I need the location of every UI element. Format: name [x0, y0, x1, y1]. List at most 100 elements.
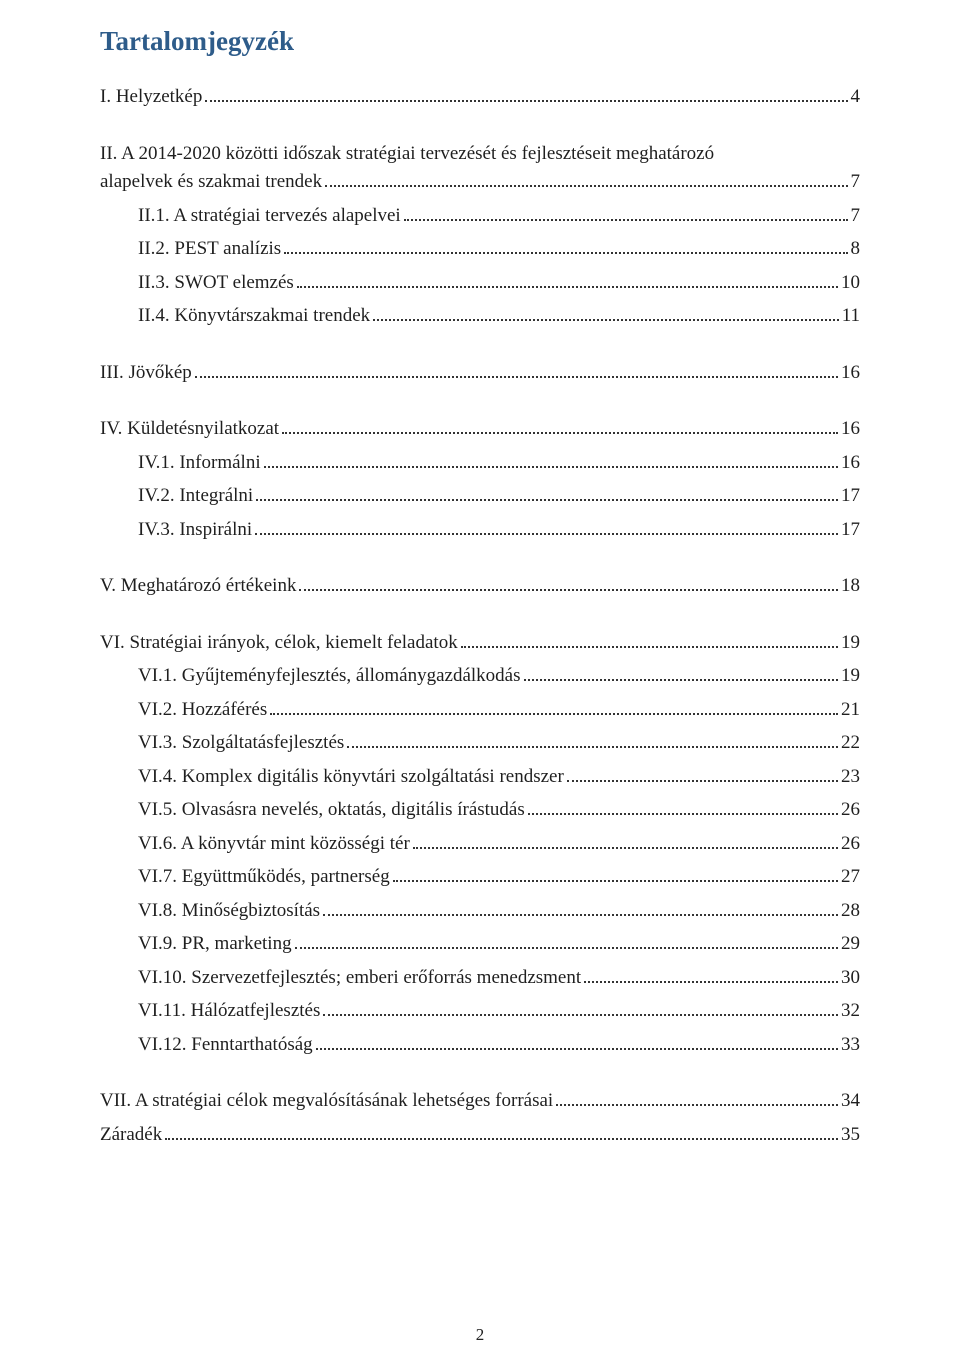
- toc-label-line: II. A 2014-2020 közötti időszak stratégi…: [100, 140, 860, 169]
- toc-entry[interactable]: VI.3. Szolgáltatásfejlesztés 22: [138, 729, 860, 758]
- toc-leader-dots: [255, 517, 838, 534]
- toc-leader-dots: [297, 270, 838, 287]
- toc-label: VII. A stratégiai célok megvalósításának…: [100, 1087, 553, 1116]
- toc-entry[interactable]: VI.7. Együttműködés, partnerség 27: [138, 863, 860, 892]
- toc-label-line: alapelvek és szakmai trendek 7: [100, 168, 860, 197]
- toc-entry[interactable]: Záradék 35: [100, 1121, 860, 1150]
- toc-page-number: 4: [851, 83, 861, 112]
- toc-page-number: 22: [841, 729, 860, 758]
- toc-label: VI.3. Szolgáltatásfejlesztés: [138, 729, 344, 758]
- toc-leader-dots: [316, 1032, 838, 1049]
- toc-entry[interactable]: I. Helyzetkép 4: [100, 83, 860, 112]
- toc-entry[interactable]: VI.11. Hálózatfejlesztés 32: [138, 997, 860, 1026]
- toc-label: VI.9. PR, marketing: [138, 930, 292, 959]
- toc-entry[interactable]: VI.5. Olvasásra nevelés, oktatás, digitá…: [138, 796, 860, 825]
- toc-page-number: 29: [841, 930, 860, 959]
- toc-label: VI.2. Hozzáférés: [138, 696, 267, 725]
- toc-page-number: 35: [841, 1121, 860, 1150]
- toc-page-number: 16: [841, 415, 860, 444]
- toc-entry[interactable]: II.4. Könyvtárszakmai trendek 11: [138, 302, 860, 331]
- toc-body: I. Helyzetkép 4 II. A 2014-2020 közötti i…: [100, 83, 860, 1149]
- toc-entry[interactable]: II. A 2014-2020 közötti időszak stratégi…: [100, 140, 860, 197]
- toc-page-number: 21: [841, 696, 860, 725]
- toc-label: IV.2. Integrálni: [138, 482, 253, 511]
- toc-leader-dots: [413, 831, 838, 848]
- toc-page-number: 19: [841, 662, 860, 691]
- toc-label: Záradék: [100, 1121, 162, 1150]
- toc-label: VI.4. Komplex digitális könyvtári szolgá…: [138, 763, 564, 792]
- toc-leader-dots: [404, 203, 848, 220]
- toc-entry[interactable]: VI.6. A könyvtár mint közösségi tér 26: [138, 830, 860, 859]
- toc-entry[interactable]: VI. Stratégiai irányok, célok, kiemelt f…: [100, 629, 860, 658]
- toc-label: III. Jövőkép: [100, 359, 192, 388]
- toc-label: alapelvek és szakmai trendek: [100, 168, 322, 197]
- toc-page-number: 26: [841, 796, 860, 825]
- toc-leader-dots: [461, 630, 838, 647]
- toc-entry[interactable]: VI.12. Fenntarthatóság 33: [138, 1031, 860, 1060]
- toc-page-number: 26: [841, 830, 860, 859]
- toc-page-number: 17: [841, 516, 860, 545]
- toc-entry[interactable]: VI.8. Minőségbiztosítás 28: [138, 897, 860, 926]
- toc-page-number: 7: [851, 168, 861, 197]
- toc-entry[interactable]: IV. Küldetésnyilatkozat 16: [100, 415, 860, 444]
- toc-page-number: 33: [841, 1031, 860, 1060]
- toc-entry[interactable]: IV.3. Inspirálni 17: [138, 516, 860, 545]
- toc-title: Tartalomjegyzék: [100, 26, 860, 57]
- toc-entry[interactable]: III. Jövőkép 16: [100, 359, 860, 388]
- toc-leader-dots: [323, 999, 838, 1016]
- toc-label: VI.8. Minőségbiztosítás: [138, 897, 320, 926]
- page: Tartalomjegyzék I. Helyzetkép 4 II. A 201…: [0, 0, 960, 1363]
- toc-label: VI.1. Gyűjteményfejlesztés, állománygazd…: [138, 662, 521, 691]
- toc-leader-dots: [584, 965, 838, 982]
- toc-leader-dots: [567, 764, 838, 781]
- toc-entry[interactable]: VI.1. Gyűjteményfejlesztés, állománygazd…: [138, 662, 860, 691]
- toc-page-number: 7: [851, 202, 861, 231]
- toc-entry[interactable]: VI.2. Hozzáférés 21: [138, 696, 860, 725]
- toc-page-number: 28: [841, 897, 860, 926]
- toc-leader-dots: [524, 664, 838, 681]
- toc-leader-dots: [393, 865, 838, 882]
- toc-leader-dots: [256, 484, 838, 501]
- toc-label: VI.11. Hálózatfejlesztés: [138, 997, 320, 1026]
- toc-page-number: 23: [841, 763, 860, 792]
- toc-section: IV. Küldetésnyilatkozat 16IV.1. Informál…: [100, 415, 860, 544]
- toc-leader-dots: [347, 731, 838, 748]
- toc-section: I. Helyzetkép 4: [100, 83, 860, 112]
- toc-entry[interactable]: VII. A stratégiai célok megvalósításának…: [100, 1087, 860, 1116]
- toc-label: II.3. SWOT elemzés: [138, 269, 294, 298]
- page-number: 2: [0, 1325, 960, 1345]
- toc-leader-dots: [284, 237, 847, 254]
- toc-page-number: 8: [851, 235, 861, 264]
- toc-entry[interactable]: II.1. A stratégiai tervezés alapelvei 7: [138, 202, 860, 231]
- toc-page-number: 18: [841, 572, 860, 601]
- toc-section: VII. A stratégiai célok megvalósításának…: [100, 1087, 860, 1149]
- toc-page-number: 30: [841, 964, 860, 993]
- toc-leader-dots: [295, 932, 838, 949]
- toc-label: VI.12. Fenntarthatóság: [138, 1031, 313, 1060]
- toc-entry[interactable]: II.3. SWOT elemzés 10: [138, 269, 860, 298]
- toc-leader-dots: [195, 360, 838, 377]
- toc-entry[interactable]: IV.1. Informálni 16: [138, 449, 860, 478]
- toc-section: V. Meghatározó értékeink 18: [100, 572, 860, 601]
- toc-leader-dots: [325, 170, 847, 187]
- toc-entry[interactable]: V. Meghatározó értékeink 18: [100, 572, 860, 601]
- toc-entry[interactable]: VI.9. PR, marketing 29: [138, 930, 860, 959]
- toc-leader-dots: [299, 574, 838, 591]
- toc-page-number: 16: [841, 449, 860, 478]
- toc-entry[interactable]: VI.4. Komplex digitális könyvtári szolgá…: [138, 763, 860, 792]
- toc-label: II.2. PEST analízis: [138, 235, 281, 264]
- toc-entry[interactable]: II.2. PEST analízis 8: [138, 235, 860, 264]
- toc-entry[interactable]: IV.2. Integrálni 17: [138, 482, 860, 511]
- toc-section: III. Jövőkép 16: [100, 359, 860, 388]
- toc-label: VI.5. Olvasásra nevelés, oktatás, digitá…: [138, 796, 525, 825]
- toc-entry[interactable]: VI.10. Szervezetfejlesztés; emberi erőfo…: [138, 964, 860, 993]
- toc-page-number: 11: [842, 302, 860, 331]
- toc-leader-dots: [165, 1122, 838, 1139]
- toc-label: I. Helyzetkép: [100, 83, 202, 112]
- toc-label: IV. Küldetésnyilatkozat: [100, 415, 279, 444]
- toc-page-number: 17: [841, 482, 860, 511]
- toc-leader-dots: [528, 798, 838, 815]
- toc-section: VI. Stratégiai irányok, célok, kiemelt f…: [100, 629, 860, 1060]
- toc-leader-dots: [323, 898, 838, 915]
- toc-label: IV.1. Informálni: [138, 449, 261, 478]
